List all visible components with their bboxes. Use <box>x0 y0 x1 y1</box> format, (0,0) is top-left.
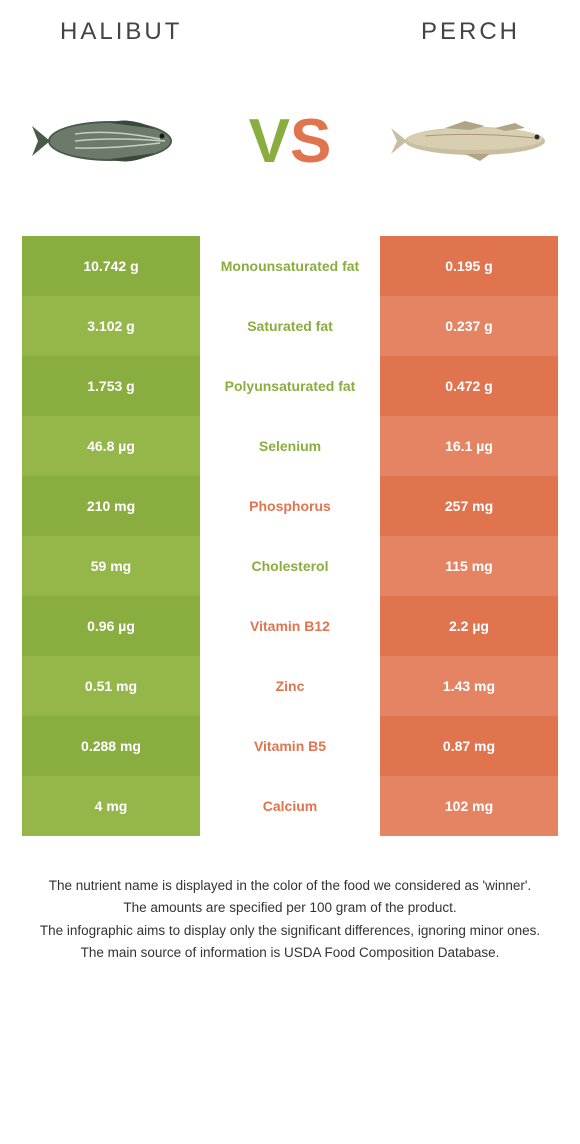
left-food-title: Halibut <box>60 18 182 46</box>
perch-icon <box>385 106 565 176</box>
footnote-line: The nutrient name is displayed in the co… <box>30 876 550 896</box>
table-row: 0.288 mgVitamin B50.87 mg <box>22 716 558 776</box>
nutrient-label-cell: Cholesterol <box>200 536 380 596</box>
table-row: 0.96 µgVitamin B122.2 µg <box>22 596 558 656</box>
nutrient-label-cell: Saturated fat <box>200 296 380 356</box>
nutrient-label-cell: Monounsaturated fat <box>200 236 380 296</box>
left-value-cell: 10.742 g <box>22 236 200 296</box>
nutrient-label-cell: Selenium <box>200 416 380 476</box>
left-value-cell: 59 mg <box>22 536 200 596</box>
footnote-line: The amounts are specified per 100 gram o… <box>30 898 550 918</box>
right-value-cell: 16.1 µg <box>380 416 558 476</box>
right-value-cell: 0.195 g <box>380 236 558 296</box>
table-row: 1.753 gPolyunsaturated fat0.472 g <box>22 356 558 416</box>
header-titles: Halibut Perch <box>0 0 580 56</box>
table-row: 10.742 gMonounsaturated fat0.195 g <box>22 236 558 296</box>
nutrient-label-cell: Polyunsaturated fat <box>200 356 380 416</box>
right-value-cell: 102 mg <box>380 776 558 836</box>
table-row: 59 mgCholesterol115 mg <box>22 536 558 596</box>
left-value-cell: 46.8 µg <box>22 416 200 476</box>
table-row: 4 mgCalcium102 mg <box>22 776 558 836</box>
right-food-title: Perch <box>421 18 520 46</box>
perch-image <box>380 71 570 211</box>
footnote-line: The infographic aims to display only the… <box>30 921 550 941</box>
nutrient-label-cell: Vitamin B12 <box>200 596 380 656</box>
left-value-cell: 1.753 g <box>22 356 200 416</box>
nutrient-label-cell: Zinc <box>200 656 380 716</box>
halibut-image <box>10 71 200 211</box>
table-row: 210 mgPhosphorus257 mg <box>22 476 558 536</box>
vs-s-letter: S <box>290 106 331 177</box>
table-row: 3.102 gSaturated fat0.237 g <box>22 296 558 356</box>
nutrient-label-cell: Calcium <box>200 776 380 836</box>
vs-v-letter: V <box>249 106 290 177</box>
left-value-cell: 3.102 g <box>22 296 200 356</box>
comparison-images-row: VS <box>0 56 580 236</box>
left-value-cell: 0.96 µg <box>22 596 200 656</box>
left-value-cell: 0.288 mg <box>22 716 200 776</box>
nutrient-label-cell: Phosphorus <box>200 476 380 536</box>
right-value-cell: 257 mg <box>380 476 558 536</box>
halibut-icon <box>20 101 190 181</box>
right-value-cell: 2.2 µg <box>380 596 558 656</box>
right-value-cell: 115 mg <box>380 536 558 596</box>
right-value-cell: 1.43 mg <box>380 656 558 716</box>
footnotes: The nutrient name is displayed in the co… <box>0 836 580 963</box>
right-value-cell: 0.472 g <box>380 356 558 416</box>
vs-label: VS <box>249 106 332 177</box>
right-value-cell: 0.237 g <box>380 296 558 356</box>
table-row: 0.51 mgZinc1.43 mg <box>22 656 558 716</box>
left-value-cell: 0.51 mg <box>22 656 200 716</box>
nutrient-comparison-table: 10.742 gMonounsaturated fat0.195 g3.102 … <box>22 236 558 836</box>
right-value-cell: 0.87 mg <box>380 716 558 776</box>
table-row: 46.8 µgSelenium16.1 µg <box>22 416 558 476</box>
left-value-cell: 4 mg <box>22 776 200 836</box>
footnote-line: The main source of information is USDA F… <box>30 943 550 963</box>
left-value-cell: 210 mg <box>22 476 200 536</box>
nutrient-label-cell: Vitamin B5 <box>200 716 380 776</box>
